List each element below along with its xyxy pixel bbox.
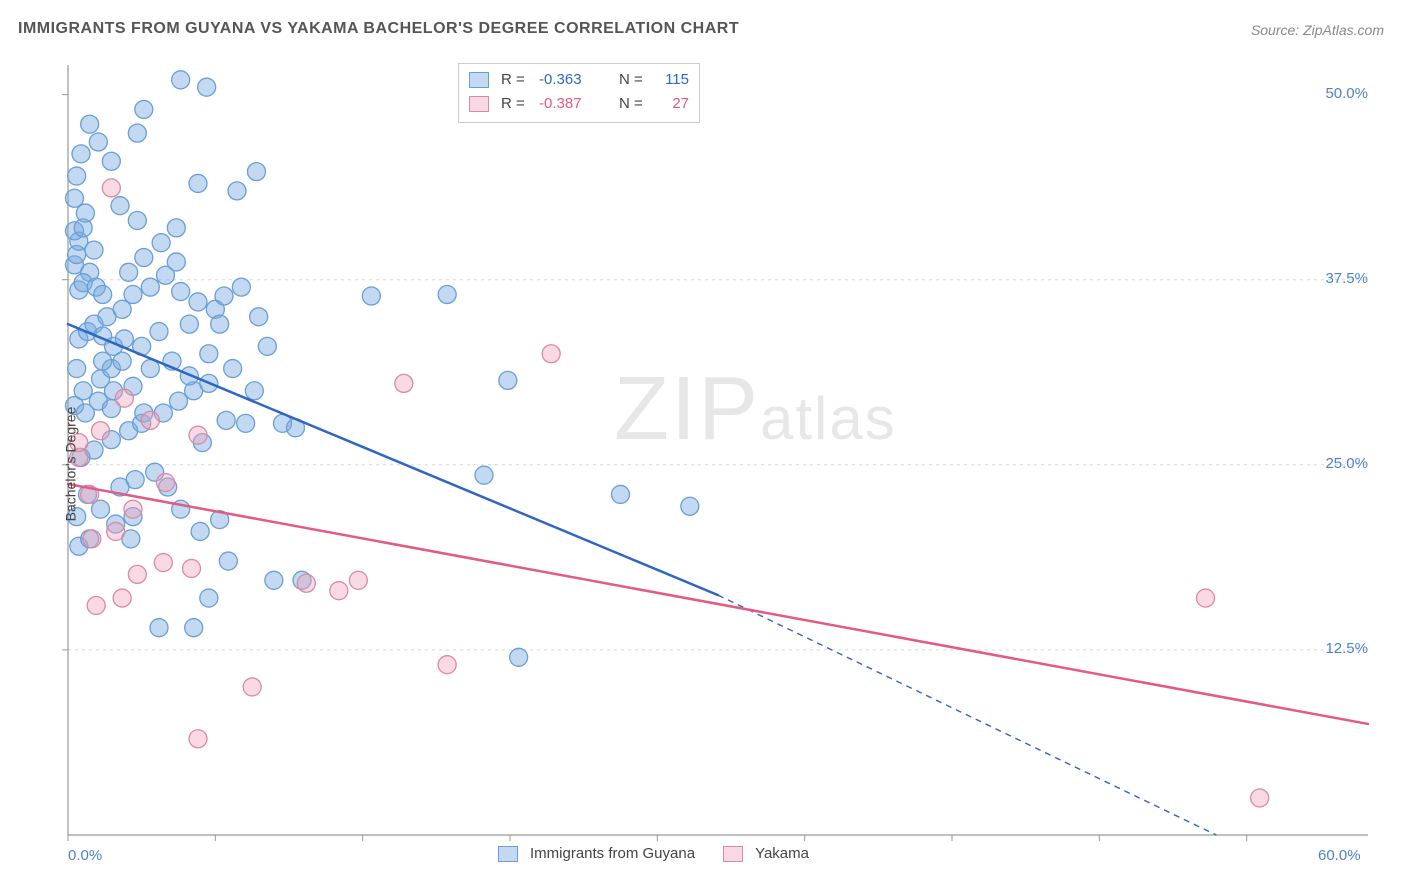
- x-tick-label: 60.0%: [1318, 847, 1361, 864]
- legend-swatch: [498, 846, 518, 862]
- y-tick-label: 12.5%: [1308, 640, 1368, 657]
- legend-swatch: [723, 846, 743, 862]
- legend-swatch: [469, 72, 489, 88]
- legend-n-value: 27: [657, 92, 689, 116]
- legend-r-value: -0.387: [539, 92, 599, 116]
- legend-r-label: R =: [501, 92, 531, 116]
- legend-row: R = -0.387 N = 27: [469, 92, 689, 116]
- x-tick-label: 0.0%: [68, 847, 102, 864]
- chart-area: Bachelor's Degree ZIPatlas R =-0.363N =1…: [18, 55, 1388, 872]
- series-legend: Immigrants from Guyana Yakama: [498, 845, 809, 862]
- legend-n-value: 115: [657, 68, 689, 92]
- legend-swatch: [469, 96, 489, 112]
- scatter-chart: [18, 55, 1388, 875]
- series-legend-item: Yakama: [723, 845, 809, 862]
- y-tick-label: 37.5%: [1308, 270, 1368, 287]
- legend-row: R = -0.363 N = 115: [469, 68, 689, 92]
- legend-r-value: -0.363: [539, 68, 599, 92]
- correlation-legend: R = -0.363 N = 115 R = -0.387 N = 27: [458, 63, 700, 123]
- y-axis-label: Bachelor's Degree: [62, 406, 78, 521]
- legend-n-label: N =: [619, 68, 649, 92]
- series-legend-item: Immigrants from Guyana: [498, 845, 695, 862]
- series-name: Immigrants from Guyana: [530, 845, 695, 862]
- legend-r-label: R =: [501, 68, 531, 92]
- y-tick-label: 25.0%: [1308, 455, 1368, 472]
- source-label: Source: ZipAtlas.com: [1251, 22, 1384, 38]
- chart-title: IMMIGRANTS FROM GUYANA VS YAKAMA BACHELO…: [18, 20, 739, 38]
- y-tick-label: 50.0%: [1308, 85, 1368, 102]
- series-name: Yakama: [755, 845, 809, 862]
- legend-n-label: N =: [619, 92, 649, 116]
